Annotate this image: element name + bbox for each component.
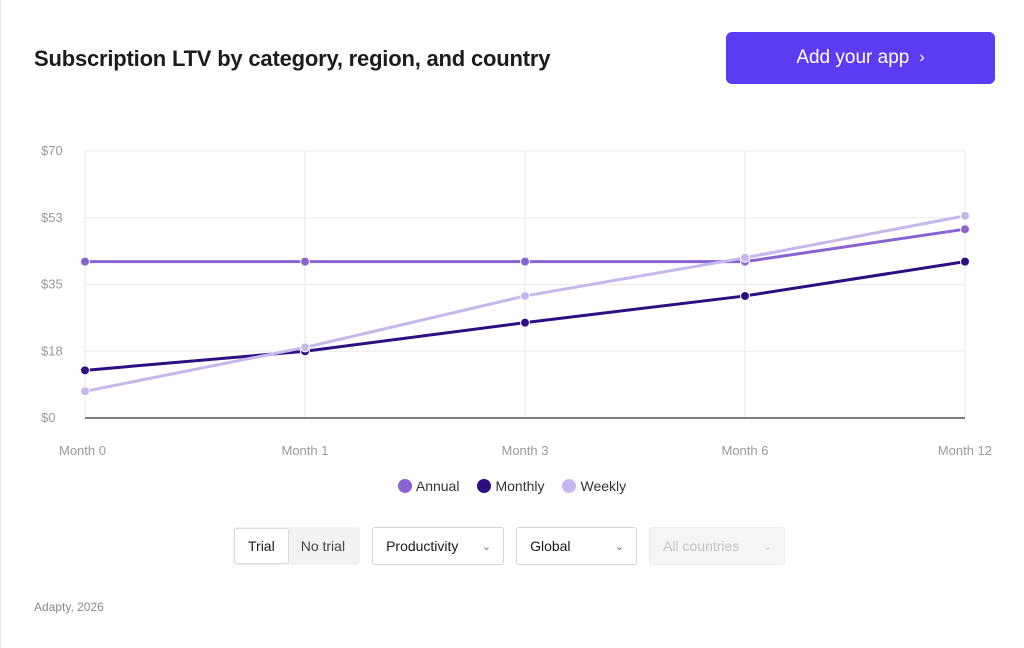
chart-title: Subscription LTV by category, region, an… bbox=[34, 46, 551, 71]
ltv-line-chart: $0 $18 $35 $53 $70 Month 0 Month 1 Month 3 Month… bbox=[41, 143, 992, 458]
data-point-monthly bbox=[960, 256, 970, 267]
y-tick-label: $53 bbox=[41, 210, 63, 225]
chart-legend: Annual Monthly Weekly bbox=[0, 478, 1024, 494]
x-tick-label: Month 0 bbox=[59, 443, 106, 458]
x-tick-label: Month 1 bbox=[282, 443, 329, 458]
data-point-annual bbox=[80, 256, 90, 267]
data-point-weekly bbox=[960, 210, 970, 221]
x-tick-label: Month 6 bbox=[722, 443, 769, 458]
legend-label-monthly: Monthly bbox=[495, 478, 545, 494]
data-point-weekly bbox=[80, 386, 90, 397]
y-tick-label: $0 bbox=[41, 410, 55, 425]
add-your-app-label: Add your app bbox=[796, 47, 910, 68]
data-point-monthly bbox=[80, 365, 90, 376]
chevron-down-icon: ⌄ bbox=[762, 540, 773, 553]
x-tick-label: Month 3 bbox=[502, 443, 549, 458]
region-select[interactable]: Global ⌄ bbox=[516, 527, 638, 565]
source-note: Adapty, 2026 bbox=[34, 600, 104, 614]
data-point-annual bbox=[960, 224, 970, 235]
data-point-monthly bbox=[740, 290, 750, 301]
data-point-annual bbox=[520, 256, 530, 267]
legend-dot-weekly bbox=[562, 479, 577, 493]
y-tick-label: $35 bbox=[41, 277, 63, 292]
legend-dot-monthly bbox=[477, 479, 492, 493]
country-select: All countries ⌄ bbox=[649, 527, 786, 565]
x-tick-label: Month 12 bbox=[938, 443, 992, 458]
country-select-value: All countries bbox=[663, 538, 740, 554]
y-tick-label: $18 bbox=[41, 343, 63, 358]
category-select-value: Productivity bbox=[386, 538, 459, 554]
chevron-down-icon: ⌄ bbox=[481, 540, 492, 553]
legend-item-monthly[interactable]: Monthly bbox=[477, 478, 544, 494]
chevron-right-icon: › bbox=[919, 49, 925, 66]
region-select-value: Global bbox=[530, 538, 571, 554]
legend-item-annual[interactable]: Annual bbox=[397, 478, 460, 494]
legend-dot-annual bbox=[397, 479, 412, 493]
legend-item-weekly[interactable]: Weekly bbox=[562, 478, 626, 494]
trial-option[interactable]: Trial bbox=[235, 529, 288, 563]
no-trial-option[interactable]: No trial bbox=[300, 538, 346, 554]
data-point-weekly bbox=[520, 290, 530, 301]
data-point-annual bbox=[300, 256, 310, 267]
chevron-down-icon: ⌄ bbox=[614, 540, 625, 553]
category-select[interactable]: Productivity ⌄ bbox=[372, 527, 505, 565]
legend-label-annual: Annual bbox=[415, 478, 460, 494]
add-your-app-button[interactable]: Add your app › bbox=[726, 32, 995, 84]
data-point-weekly bbox=[740, 252, 750, 263]
trial-toggle: Trial No trial bbox=[233, 527, 361, 565]
filter-controls: Trial No trial Productivity ⌄ Global ⌄ A… bbox=[233, 527, 786, 565]
data-point-monthly bbox=[520, 317, 530, 328]
legend-label-weekly: Weekly bbox=[580, 478, 627, 494]
y-tick-label: $70 bbox=[41, 143, 63, 158]
data-point-weekly bbox=[300, 342, 310, 353]
